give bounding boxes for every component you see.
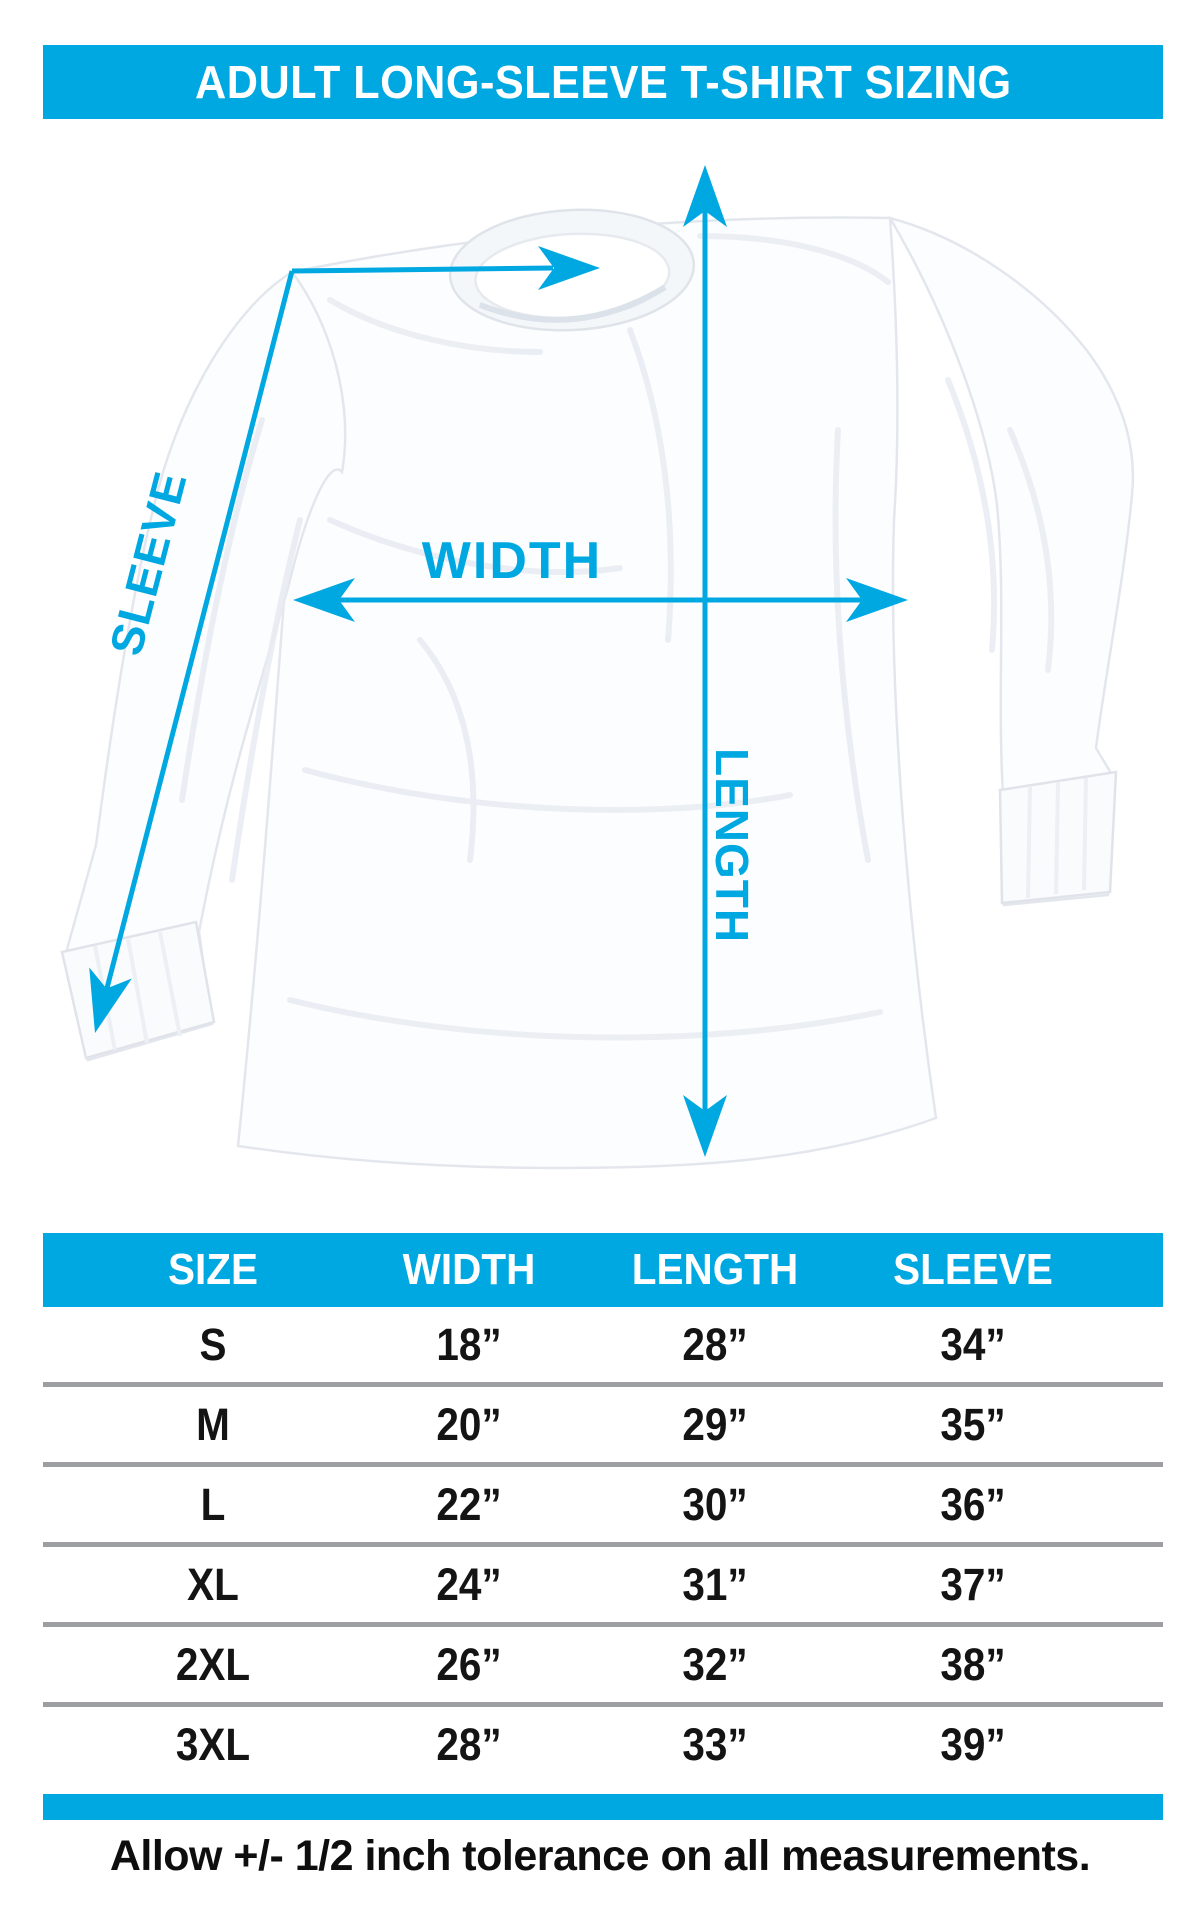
cell-length: 28”	[682, 1318, 748, 1370]
cell-width: 20”	[435, 1398, 502, 1450]
table-row: M 20” 29” 35”	[43, 1387, 1163, 1462]
cell-length: 31”	[682, 1558, 748, 1610]
row-divider	[43, 1702, 1163, 1707]
table-row: S 18” 28” 34”	[43, 1307, 1163, 1382]
shirt-right-sleeve	[887, 216, 1135, 907]
table-row: 3XL 28” 33” 39”	[43, 1707, 1163, 1782]
table-row: XL 24” 31” 37”	[43, 1547, 1163, 1622]
cell-size: S	[199, 1318, 227, 1370]
tshirt-image	[60, 208, 1135, 1170]
cell-sleeve: 37”	[939, 1558, 1006, 1610]
cell-size: 2XL	[176, 1638, 251, 1690]
cell-length: 33”	[682, 1718, 748, 1770]
row-divider	[43, 1542, 1163, 1547]
cell-sleeve: 35”	[939, 1398, 1006, 1450]
size-table: SIZE WIDTH LENGTH SLEEVE S 18” 28” 34” M…	[43, 1233, 1163, 1820]
cell-sleeve: 34”	[939, 1318, 1006, 1370]
cell-sleeve: 36”	[939, 1478, 1006, 1530]
width-label: WIDTH	[422, 532, 602, 590]
page-title: ADULT LONG-SLEEVE T-SHIRT SIZING	[194, 56, 1012, 108]
title-bar: ADULT LONG-SLEEVE T-SHIRT SIZING	[43, 45, 1163, 119]
column-header-sleeve: SLEEVE	[892, 1245, 1053, 1294]
cell-size: XL	[187, 1558, 240, 1610]
row-divider	[43, 1382, 1163, 1387]
cell-width: 18”	[435, 1318, 502, 1370]
length-label: LENGTH	[706, 748, 758, 943]
row-divider	[43, 1622, 1163, 1627]
cell-width: 28”	[435, 1718, 502, 1770]
row-divider	[43, 1462, 1163, 1467]
sleeve-arrow	[73, 246, 600, 1039]
cell-length: 29”	[682, 1398, 748, 1450]
cuff-ribbing	[93, 777, 1088, 1051]
table-header: SIZE WIDTH LENGTH SLEEVE	[43, 1233, 1163, 1307]
cell-width: 26”	[435, 1638, 502, 1690]
cell-sleeve: 38”	[939, 1638, 1006, 1690]
cell-width: 24”	[435, 1558, 502, 1610]
cell-length: 30”	[682, 1478, 748, 1530]
tshirt-diagram: WIDTH LENGTH SLEEVE	[60, 165, 1135, 1170]
cell-sleeve: 39”	[939, 1718, 1006, 1770]
cell-size: M	[196, 1398, 231, 1450]
length-arrow	[683, 165, 727, 1157]
table-row: 2XL 26” 32” 38”	[43, 1627, 1163, 1702]
cell-width: 22”	[435, 1478, 502, 1530]
shirt-body	[236, 216, 938, 1170]
fabric-wrinkles	[179, 233, 1055, 1041]
cell-size: 3XL	[176, 1718, 251, 1770]
column-header-size: SIZE	[168, 1245, 259, 1294]
cell-length: 32”	[682, 1638, 748, 1690]
width-arrow	[293, 578, 908, 622]
table-row: L 22” 30” 36”	[43, 1467, 1163, 1542]
tolerance-note: Allow +/- 1/2 inch tolerance on all meas…	[109, 1832, 1091, 1880]
column-header-length: LENGTH	[631, 1245, 799, 1294]
table-footer-bar	[43, 1794, 1163, 1820]
column-header-width: WIDTH	[402, 1245, 535, 1294]
cell-size: L	[200, 1478, 226, 1530]
